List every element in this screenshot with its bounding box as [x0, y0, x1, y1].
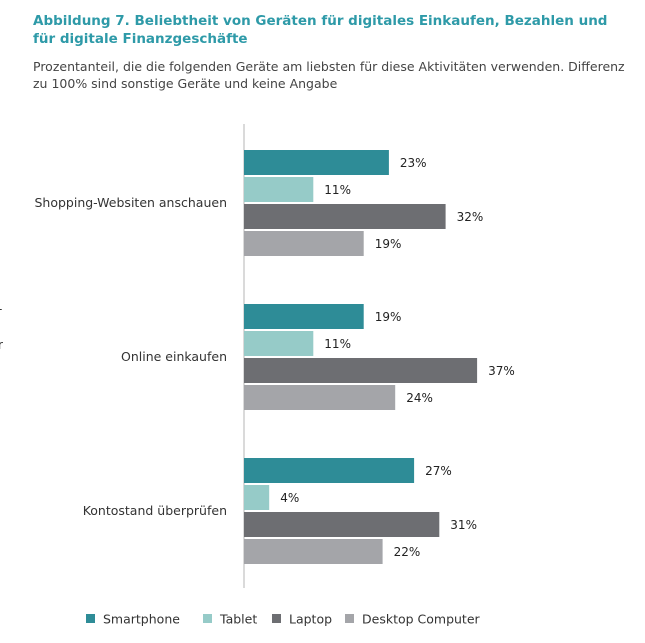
bar: [244, 177, 314, 202]
data-label: 24%: [406, 391, 433, 405]
bar: [244, 485, 270, 510]
bar: [244, 331, 314, 356]
data-label: 32%: [457, 210, 484, 224]
data-label: 19%: [375, 237, 402, 251]
data-label: 27%: [425, 464, 452, 478]
category-label: Online einkaufen: [121, 349, 227, 364]
bar: [244, 385, 396, 410]
bar: [244, 204, 446, 229]
bar: [244, 150, 389, 175]
legend-swatch: [86, 614, 95, 623]
bar: [244, 539, 383, 564]
chart-subtitle: Prozentanteil, die die folgenden Geräte …: [33, 59, 625, 91]
data-label: 31%: [450, 518, 477, 532]
legend-label: Laptop: [289, 612, 332, 627]
legend-swatch: [203, 614, 212, 623]
data-label: 19%: [375, 310, 402, 324]
legend-label: Tablet: [219, 612, 257, 627]
legend-label: Smartphone: [103, 612, 180, 627]
data-label: 4%: [280, 491, 299, 505]
clipped-text-fragment: -: [0, 302, 2, 316]
bar: [244, 458, 415, 483]
legend-swatch: [345, 614, 354, 623]
bar: [244, 231, 364, 256]
data-label: 37%: [488, 364, 515, 378]
legend-swatch: [272, 614, 281, 623]
data-label: 11%: [324, 183, 351, 197]
data-label: 22%: [394, 545, 421, 559]
bar: [244, 358, 478, 383]
legend-label: Desktop Computer: [362, 612, 481, 627]
data-label: 11%: [324, 337, 351, 351]
bar: [244, 304, 364, 329]
data-label: 23%: [400, 156, 427, 170]
category-label: Shopping-Websiten anschauen: [34, 195, 227, 210]
bar: [244, 512, 440, 537]
clipped-text-fragment: r: [0, 338, 3, 352]
category-label: Kontostand überprüfen: [83, 503, 227, 518]
chart-title: Abbildung 7. Beliebtheit von Geräten für…: [33, 13, 608, 47]
